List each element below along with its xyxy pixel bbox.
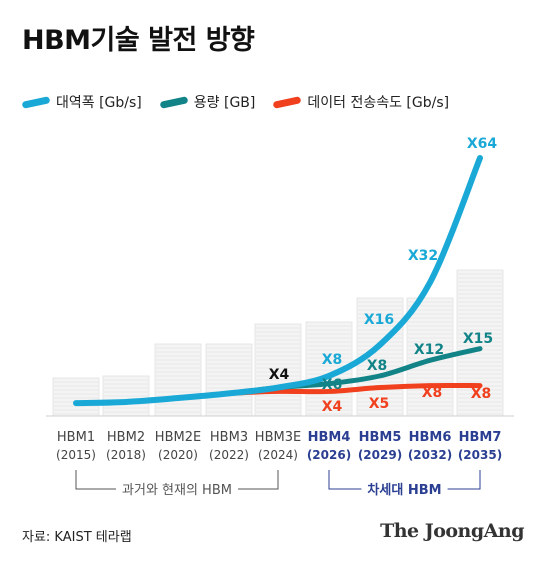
data-label-bandwidth: X32 xyxy=(408,248,438,264)
data-labels: X8 X16 X32 X64 X6 X8 X12 X15 X4 X4 X5 X8 X8 xyxy=(269,136,498,415)
source-note: 자료: KAIST 테라랩 xyxy=(22,530,132,545)
chip-stack xyxy=(52,377,100,417)
category-name: HBM7 xyxy=(459,430,502,445)
data-label-capacity: X6 xyxy=(322,377,343,393)
category-name: HBM3E xyxy=(255,430,301,445)
data-label-io-speed: X8 xyxy=(471,386,492,402)
category-year: (2032) xyxy=(408,448,452,462)
data-label-capacity: X15 xyxy=(463,331,493,347)
group-next-gen: 차세대 HBM xyxy=(328,470,481,498)
legend-item-capacity: 용량 [GB] xyxy=(159,92,256,112)
chip-stack xyxy=(154,343,202,417)
category-name: HBM3 xyxy=(210,430,248,445)
category-name: HBM2 xyxy=(107,430,145,445)
chip-stack xyxy=(456,269,504,417)
brand-logo: The JoongAng xyxy=(380,520,524,542)
legend-label-bandwidth: 대역폭 [Gb/s] xyxy=(56,95,142,111)
category-year: (2026) xyxy=(307,448,351,462)
category-year: (2022) xyxy=(209,448,249,462)
data-label-io-speed: X4 xyxy=(269,367,290,383)
category-name: HBM6 xyxy=(409,430,452,445)
category-labels: HBM1 (2015) HBM2 (2018) HBM2E (2020) HBM3 (2022… xyxy=(56,430,502,462)
chip-stack xyxy=(205,343,253,417)
category-year: (2024) xyxy=(258,448,298,462)
data-label-bandwidth: X64 xyxy=(467,136,498,152)
series-lines xyxy=(73,155,483,407)
data-label-capacity: X12 xyxy=(414,342,444,358)
category-name: HBM4 xyxy=(308,430,351,445)
group-label: 차세대 HBM xyxy=(367,482,441,498)
chip-stack xyxy=(254,323,302,417)
series-line-bandwidth xyxy=(73,155,483,407)
line-chart: X8 X16 X32 X64 X6 X8 X12 X15 X4 X4 X5 X8 X8 HBM1 (201… xyxy=(46,136,514,498)
group-brackets: 과거와 현재의 HBM 차세대 HBM xyxy=(75,470,481,498)
legend-label-capacity: 용량 [GB] xyxy=(193,95,256,111)
category-name: HBM5 xyxy=(359,430,402,445)
group-label: 과거와 현재의 HBM xyxy=(122,483,232,498)
category-year: (2018) xyxy=(106,448,146,462)
data-label-io-speed: X4 xyxy=(322,399,343,415)
chart-title: HBM기술 발전 방향 xyxy=(22,25,255,56)
chip-stack xyxy=(102,375,150,417)
data-label-io-speed: X8 xyxy=(422,385,443,401)
data-label-io-speed: X5 xyxy=(369,396,390,412)
data-label-capacity: X8 xyxy=(367,358,388,374)
category-year: (2020) xyxy=(158,448,198,462)
category-year: (2015) xyxy=(56,448,96,462)
category-name: HBM1 xyxy=(57,430,95,445)
group-past-present: 과거와 현재의 HBM xyxy=(75,470,279,498)
legend: 대역폭 [Gb/s] 용량 [GB] 데이터 전송속도 [Gb/s] xyxy=(21,92,467,112)
category-year: (2035) xyxy=(458,448,502,462)
legend-item-io-speed: 데이터 전송속도 [Gb/s] xyxy=(272,92,450,112)
legend-item-bandwidth: 대역폭 [Gb/s] xyxy=(21,92,142,112)
data-label-bandwidth: X8 xyxy=(322,352,343,368)
legend-label-io-speed: 데이터 전송속도 [Gb/s] xyxy=(307,95,450,111)
category-name: HBM2E xyxy=(155,430,201,445)
category-year: (2029) xyxy=(358,448,402,462)
data-label-bandwidth: X16 xyxy=(364,312,394,328)
